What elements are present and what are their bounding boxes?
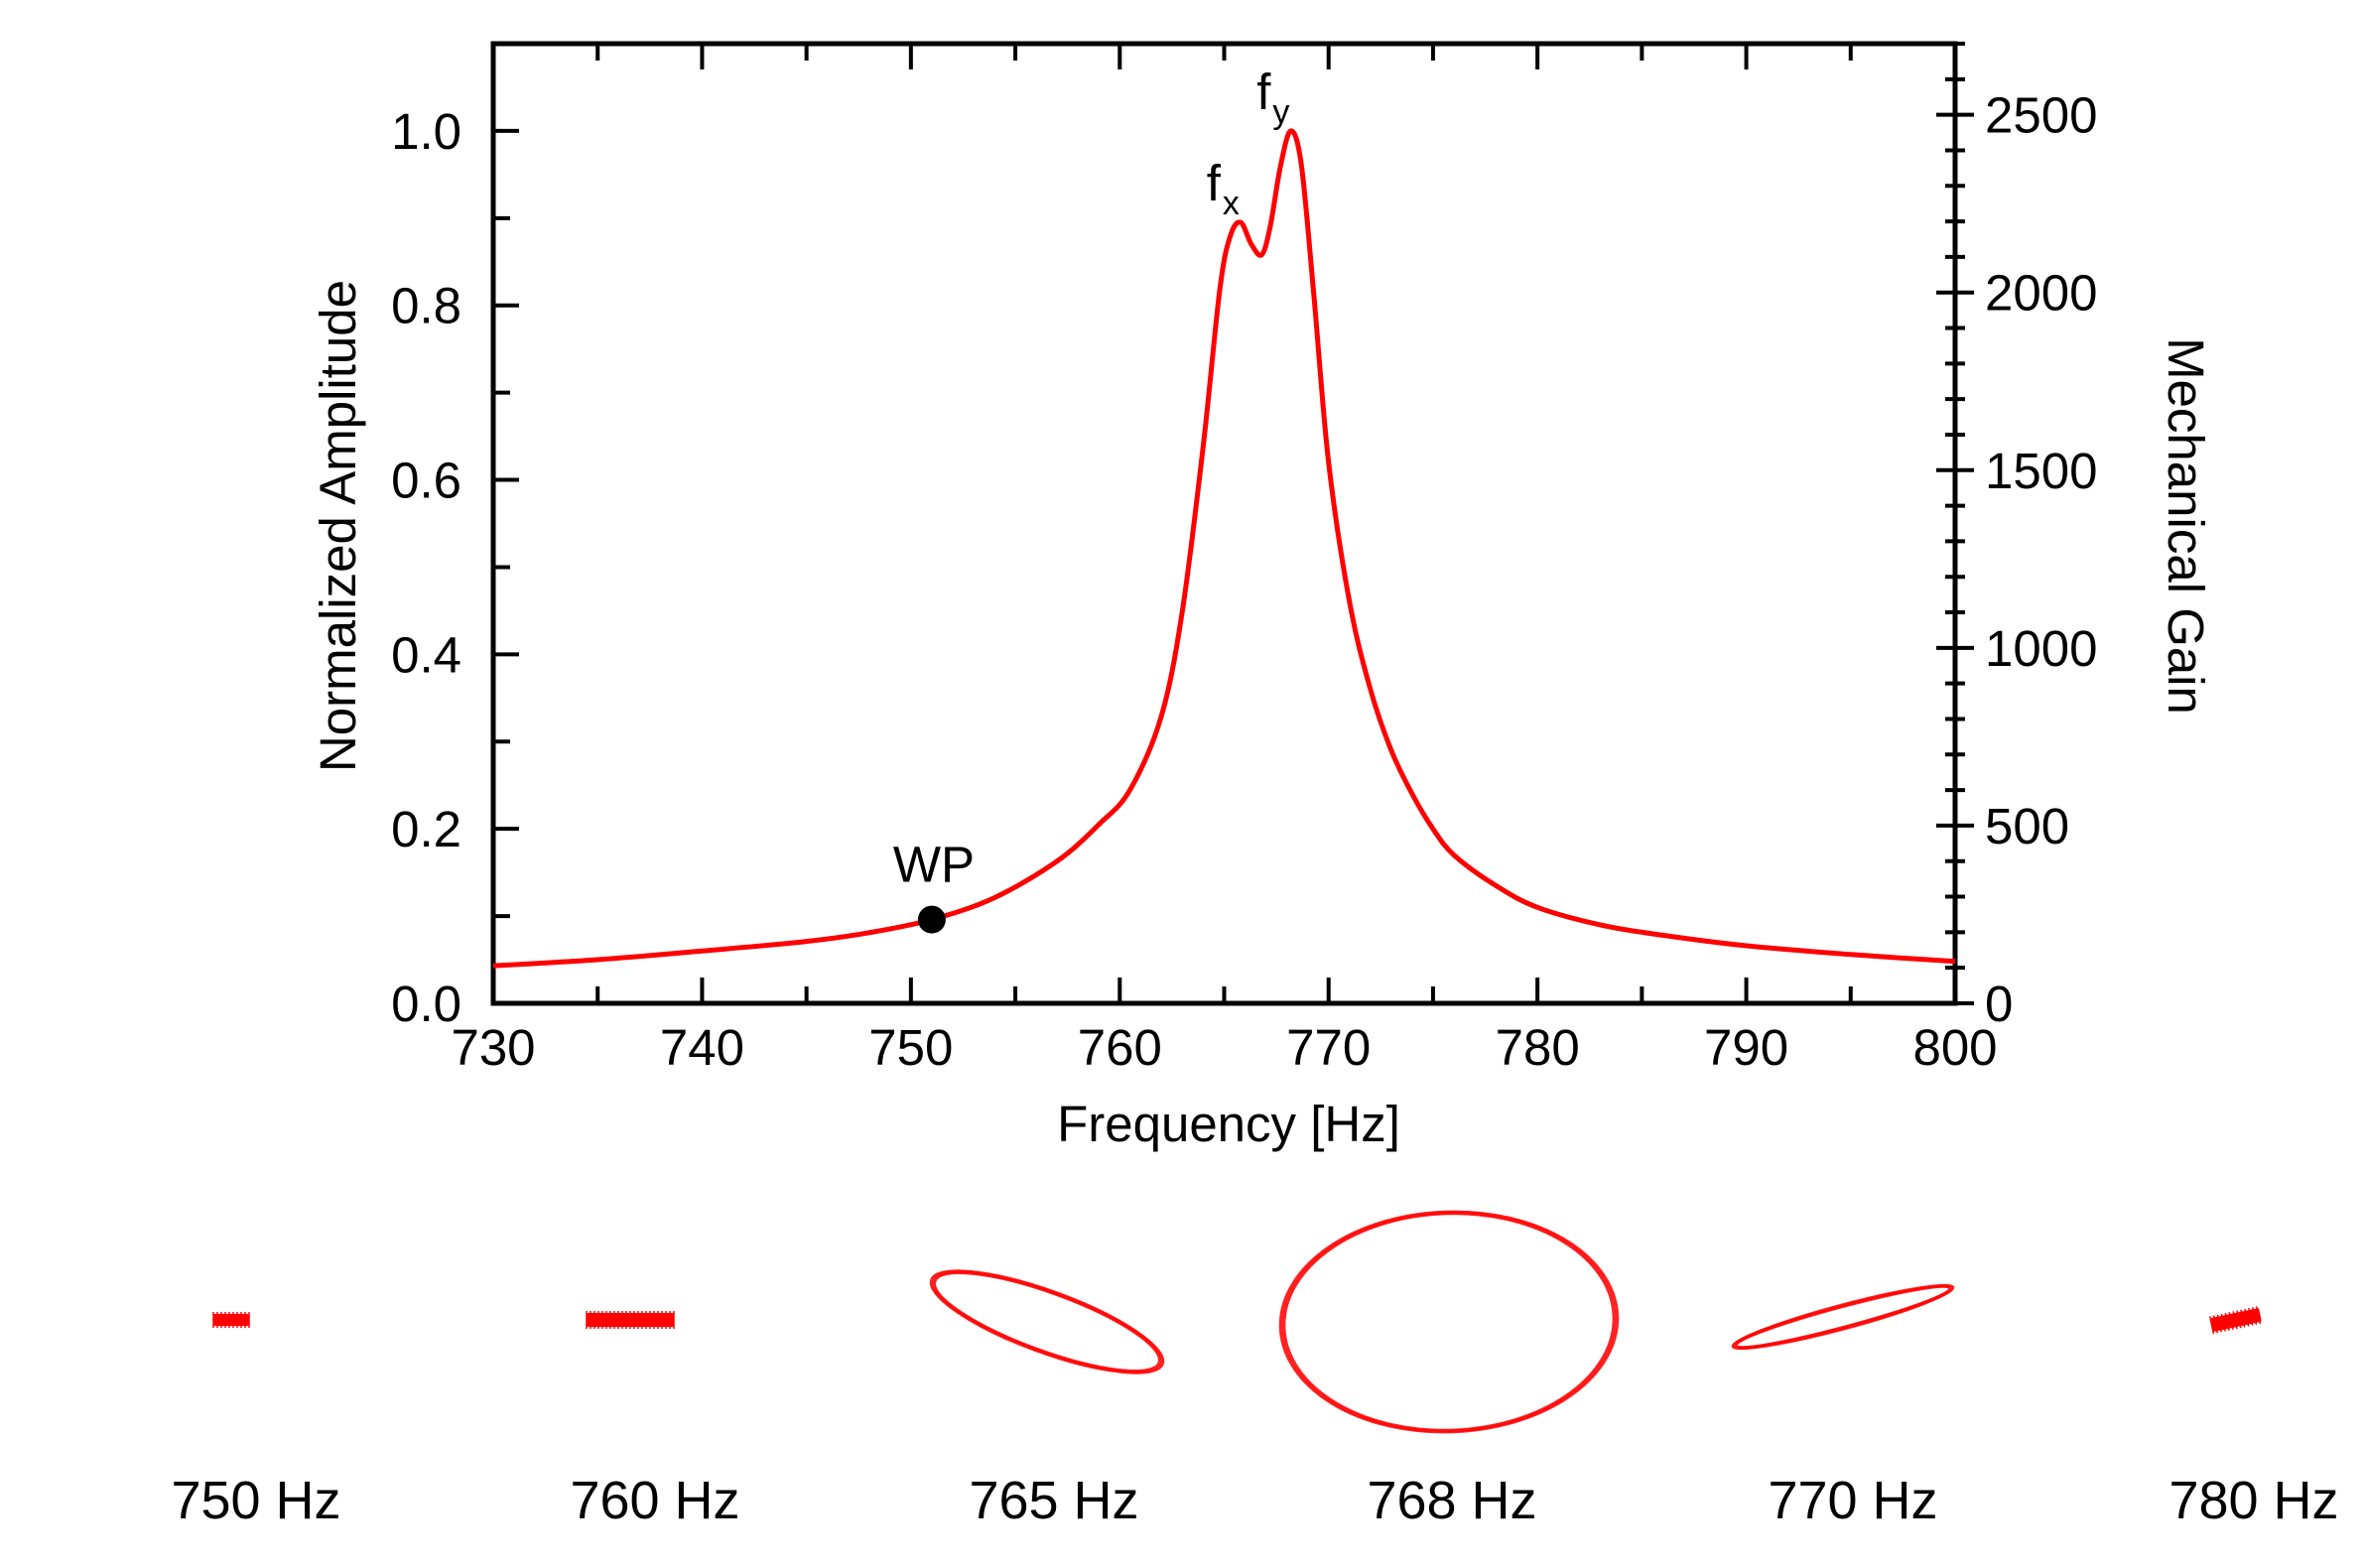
orbit-trace [1281,1212,1617,1432]
orbit-750-hz [212,1312,250,1328]
y2-tick-label: 500 [1985,798,2069,854]
y-tick-label: 0.8 [391,278,461,334]
y-tick-label: 0.6 [391,453,461,509]
orbit-label: 780 Hz [2169,1471,2338,1530]
orbit-trace [934,1272,1160,1372]
peak-label-fx: fx [1207,155,1240,222]
y-tick-label: 1.0 [391,103,461,160]
x-tick-label: 760 [1078,1019,1162,1076]
orbit-label: 760 Hz [570,1471,739,1530]
orbit-jitter [2220,1313,2226,1332]
y2-tick-label: 2500 [1985,87,2097,144]
orbit-label: 770 Hz [1768,1471,1937,1530]
orbit-label: 768 Hz [1367,1471,1536,1530]
orbit-jitter [2255,1306,2262,1325]
x-tick-label: 750 [868,1019,953,1076]
x-axis-title: Frequency [Hz] [1057,1096,1400,1152]
orbit-768-hz [1278,1210,1620,1434]
wp-label: WP [893,837,975,893]
y-tick-label: 0.4 [391,626,461,683]
orbit-trace [1736,1286,1950,1348]
x-tick-label: 780 [1496,1019,1580,1076]
x-tick-label: 730 [451,1019,535,1076]
orbit-trace [1283,1213,1615,1431]
orbit-770-hz [1731,1283,1955,1351]
x-tick-label: 740 [660,1019,744,1076]
wp-marker [917,905,946,934]
orbit-jitter [2240,1309,2246,1328]
orbit-trace [1280,1211,1618,1433]
peak-label-fy: fy [1256,64,1289,131]
orbit-trace [213,1314,249,1326]
orbit-trace [932,1271,1162,1372]
y-axis-title: Normalized Amplitude [310,280,366,772]
series-line [492,128,1956,969]
orbit-trace [929,1269,1165,1374]
x-tick-label: 790 [1704,1019,1788,1076]
series-layer [492,128,1956,969]
y2-axis-title: Mechanical Gain [2158,337,2214,715]
y2-tick-label: 0 [1985,976,2013,1032]
y-tick-label: 0.0 [391,976,461,1032]
orbit-trace [931,1270,1163,1373]
orbit-jitter [2248,1307,2254,1326]
y2-tick-label: 2000 [1985,265,2097,322]
orbit-jitter [2208,1316,2215,1335]
orbit-label: 750 Hz [171,1471,340,1530]
orbit-jitter [2228,1312,2234,1330]
orbit-765-hz [929,1269,1165,1374]
orbit-780-hz [2208,1306,2262,1335]
orbit-label: 765 Hz [969,1471,1138,1530]
orbit-jitter [2236,1310,2242,1329]
x-tick-label: 800 [1912,1019,1997,1076]
orbit-jitter [2212,1315,2219,1334]
axes: 730 740 750 760 770 780 790 800 0.0 0.2 0.4 0.6 0.8 1… [391,41,2097,1076]
orbit-trace [1733,1284,1953,1350]
orbit-trace [1731,1283,1955,1351]
orbit-jitter [2251,1307,2258,1326]
orbit-jitter [2232,1311,2238,1330]
orbit-plots: 750 Hz 760 Hz 765 Hz 768 Hz 770 Hz 780 Hz [171,1210,2339,1530]
orbit-trace [1278,1210,1620,1434]
orbit-760-hz [586,1311,675,1329]
y2-tick-label: 1500 [1985,443,2097,499]
y-tick-label: 0.2 [391,801,461,857]
orbit-jitter [2224,1312,2230,1331]
y2-tick-label: 1000 [1985,620,2097,677]
x-tick-label: 770 [1286,1019,1371,1076]
orbit-jitter [2244,1308,2250,1327]
orbit-jitter [2216,1314,2222,1333]
orbit-trace [1734,1285,1952,1349]
